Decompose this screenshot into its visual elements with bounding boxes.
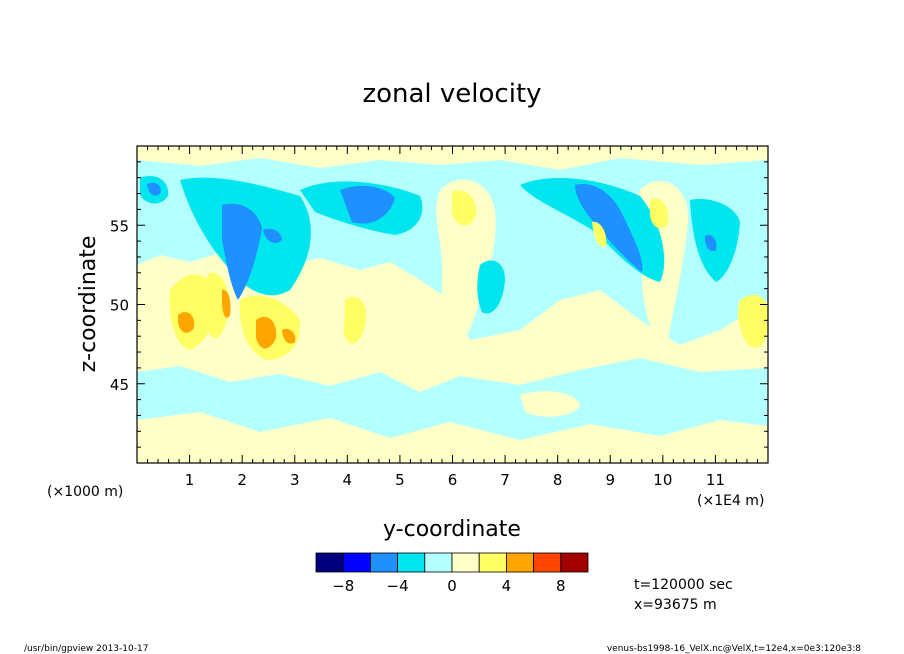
info-time: t=120000 sec	[634, 577, 733, 593]
positive-regions	[169, 190, 768, 360]
x-tick-label: 11	[706, 471, 725, 489]
colorbar-label: −8	[332, 577, 354, 595]
x-tick-labels: 1 2 3 4 5 6 7 8 9 10 11	[185, 471, 725, 489]
colorbar-swatch	[424, 552, 453, 573]
x-unit-right: (×1E4 m)	[697, 493, 764, 509]
colorbar-swatch	[397, 552, 426, 573]
y-axis-label: z-coordinate	[76, 236, 101, 373]
x-tick-label: 9	[605, 471, 615, 489]
x-tick-label: 6	[448, 471, 458, 489]
y-tick-labels: 45 50 55	[110, 217, 129, 394]
colorbar-swatch	[478, 552, 507, 573]
strong-positive-regions	[178, 289, 296, 349]
colorbar-swatch	[505, 552, 534, 573]
colorbar-tick-labels: −8 −4 0 4 8	[332, 577, 565, 595]
x-axis-ticks	[136, 146, 769, 463]
x-unit-left: (×1000 m)	[47, 484, 123, 500]
colorbar-label: −4	[387, 577, 409, 595]
chart-title: zonal velocity	[362, 79, 541, 109]
y-tick-label: 50	[110, 297, 129, 315]
light-positive-regions	[137, 146, 768, 463]
colorbar-label: 0	[447, 577, 457, 595]
x-tick-label: 7	[500, 471, 510, 489]
colorbar-swatch	[369, 552, 398, 573]
info-x: x=93675 m	[634, 597, 717, 613]
x-tick-label: 2	[237, 471, 247, 489]
colorbar-label: 8	[556, 577, 566, 595]
moderate-negative-regions	[147, 182, 717, 300]
x-tick-label: 10	[653, 471, 672, 489]
footer-right: venus-bs1998-16_VelX.nc@VelX,t=12e4,x=0e…	[607, 644, 861, 654]
plot-area	[137, 146, 768, 463]
x-axis-label: y-coordinate	[383, 517, 521, 542]
x-tick-label: 5	[395, 471, 405, 489]
colorbar-swatch	[342, 552, 371, 573]
colorbar-swatch	[560, 552, 589, 573]
x-tick-label: 4	[343, 471, 353, 489]
colorbar-label: 4	[502, 577, 512, 595]
x-tick-label: 3	[290, 471, 300, 489]
y-tick-label: 55	[110, 217, 129, 235]
x-tick-label: 8	[553, 471, 563, 489]
x-tick-label: 1	[185, 471, 195, 489]
y-axis-ticks	[137, 145, 768, 464]
colorbar-swatch	[315, 552, 344, 573]
colorbar-swatch	[451, 552, 480, 573]
footer-left: /usr/bin/gpview 2013-10-17	[24, 644, 148, 654]
colorbar-swatch	[533, 552, 562, 573]
colorbar	[315, 552, 589, 573]
y-tick-label: 45	[110, 376, 129, 394]
